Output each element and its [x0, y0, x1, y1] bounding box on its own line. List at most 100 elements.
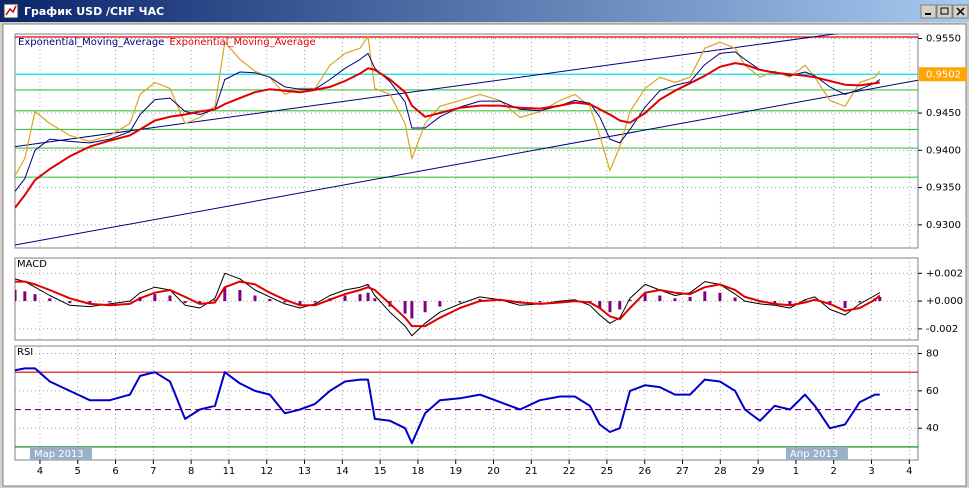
x-tick-label: 12 — [260, 466, 273, 477]
y-tick-label: 80 — [926, 348, 939, 359]
x-tick-label: 25 — [601, 466, 614, 477]
histogram-bar — [283, 301, 287, 303]
x-tick-label: 2 — [831, 466, 837, 477]
panel-plot — [15, 258, 918, 340]
histogram-bar — [703, 291, 707, 302]
x-tick-label: 14 — [336, 466, 349, 477]
panel-frame — [14, 33, 919, 249]
legend-entry: Exponential_Moving_Average — [169, 37, 315, 48]
maximize-button[interactable] — [936, 4, 953, 19]
histogram-bar — [718, 292, 722, 302]
window-buttons[interactable] — [920, 4, 969, 19]
series-line — [15, 62, 880, 209]
histogram-bar — [313, 301, 317, 303]
x-tick-label: 7 — [150, 466, 156, 477]
x-tick-label: 15 — [374, 466, 387, 477]
histogram-bar — [358, 294, 362, 302]
close-glyph — [956, 7, 965, 16]
y-tick-label: +0.000 — [926, 296, 963, 307]
y-tick-label: 0.9550 — [926, 33, 961, 44]
price-label-box — [919, 67, 967, 82]
histogram-bar — [366, 292, 370, 302]
price-label: 0.9502 — [926, 69, 961, 80]
panel-frame — [14, 345, 919, 461]
histogram-bar — [438, 301, 442, 307]
trend-line — [15, 79, 918, 246]
x-tick-label: 1 — [793, 466, 799, 477]
histogram-bar — [733, 297, 737, 302]
x-tick-label: 13 — [298, 466, 311, 477]
panel-title: MACD — [17, 259, 47, 270]
histogram-bar — [253, 295, 257, 302]
title-bar — [0, 0, 969, 22]
histogram-bar — [688, 296, 692, 302]
histogram-bar — [658, 295, 662, 302]
histogram-bar — [298, 301, 302, 305]
window-icon-glyph — [5, 5, 17, 16]
histogram-bar — [598, 301, 602, 309]
x-tick-label: 4 — [906, 466, 912, 477]
x-tick-label: 22 — [563, 466, 576, 477]
histogram-bar — [538, 301, 542, 303]
histogram-bar — [153, 294, 157, 302]
histogram-bar — [238, 289, 242, 302]
histogram-bar — [68, 301, 72, 304]
panel-plot — [15, 34, 918, 248]
x-tick-label: 19 — [449, 466, 462, 477]
histogram-bar — [403, 301, 407, 314]
panel-plot — [15, 346, 918, 460]
x-tick-label: 5 — [75, 466, 81, 477]
histogram-bar — [108, 301, 112, 303]
period-box — [29, 447, 92, 460]
x-tick-label: 6 — [112, 466, 118, 477]
histogram-bar — [843, 301, 847, 309]
panel-frame — [14, 257, 919, 341]
y-tick-label: 0.9350 — [926, 183, 961, 194]
series-line — [15, 280, 881, 328]
histogram-bar — [15, 289, 17, 302]
histogram-bar — [608, 301, 612, 313]
histogram-bar — [410, 301, 414, 319]
period-label: Мар 2013 — [34, 449, 84, 460]
x-tick-label: 29 — [752, 466, 765, 477]
y-tick-label: 0.9300 — [926, 220, 961, 231]
histogram-bar — [858, 301, 862, 303]
x-tick-label: 27 — [676, 466, 689, 477]
x-tick-label: 11 — [223, 466, 236, 477]
histogram-bar — [673, 298, 677, 302]
histogram-bar — [878, 296, 882, 302]
histogram-bar — [213, 299, 217, 302]
y-tick-label: 0.9450 — [926, 108, 961, 119]
histogram-bar — [343, 295, 347, 302]
x-tick-label: 28 — [714, 466, 727, 477]
histogram-bar — [33, 294, 37, 302]
histogram-bar — [183, 301, 187, 304]
histogram-bar — [803, 300, 807, 302]
x-tick-label: 4 — [37, 466, 43, 477]
minimize-button[interactable] — [920, 4, 937, 19]
histogram-bar — [268, 299, 272, 302]
series-line — [15, 367, 880, 445]
legend-entry: Exponential_Moving_Average — [18, 37, 164, 48]
period-box — [785, 447, 848, 460]
period-label: Апр 2013 — [790, 449, 838, 460]
histogram-bar — [478, 299, 482, 302]
histogram-bar — [168, 295, 172, 302]
histogram-bar — [373, 298, 377, 302]
x-tick-label: 26 — [638, 466, 651, 477]
maximize-glyph — [940, 7, 949, 15]
histogram-bar — [628, 299, 632, 302]
histogram-bar — [773, 301, 777, 304]
y-tick-label: 40 — [926, 423, 939, 434]
x-tick-label: 20 — [487, 466, 500, 477]
histogram-bar — [88, 301, 92, 304]
x-tick-label: 18 — [412, 466, 425, 477]
series-line — [15, 51, 881, 192]
x-tick-label: 8 — [188, 466, 194, 477]
histogram-bar — [23, 291, 27, 302]
x-tick-label: 21 — [525, 466, 538, 477]
panel-title: RSI — [17, 347, 33, 358]
histogram-bar — [48, 298, 52, 302]
